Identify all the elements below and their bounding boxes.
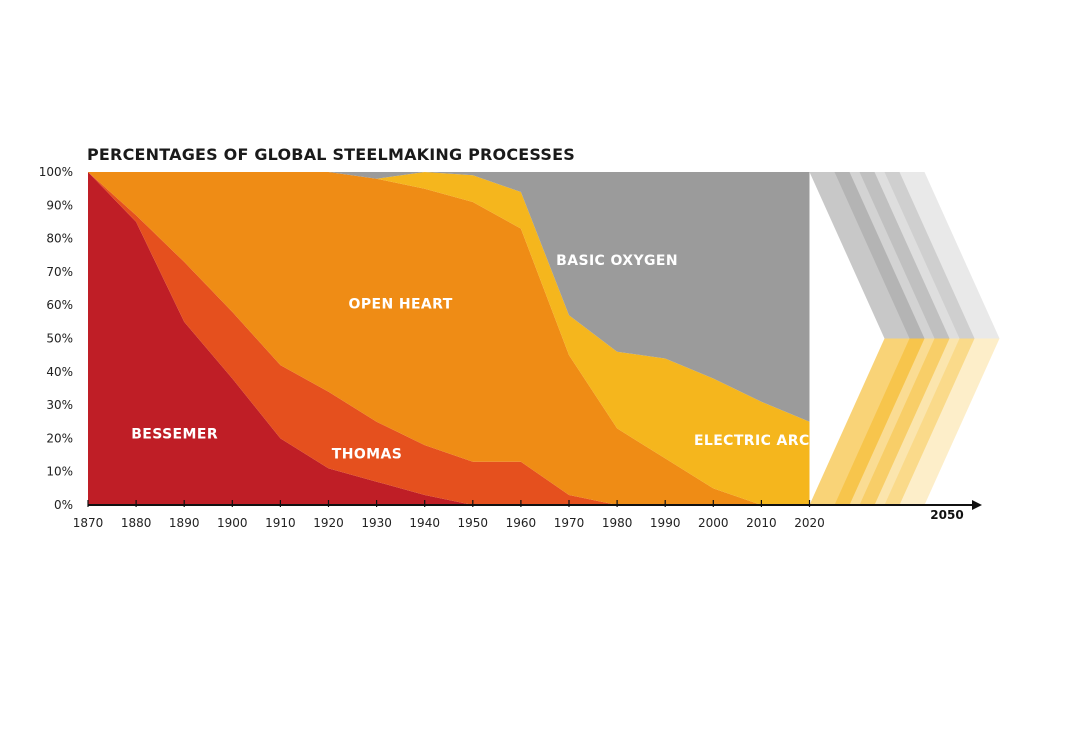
label-basic-oxygen: BASIC OXYGEN: [556, 253, 678, 269]
y-tick-label: 10%: [46, 465, 73, 479]
projection-basic-oxygen-band: [809, 172, 925, 339]
projection-basic-oxygen-band: [884, 172, 1000, 339]
projection-basic-oxygen-band: [859, 172, 975, 339]
y-tick-label: 0%: [54, 498, 73, 512]
projection-chevron-1: [809, 172, 925, 505]
x-axis-arrow: [972, 500, 982, 510]
x-tick-label: 2020: [794, 516, 825, 530]
x-axis-end-label: 2050: [930, 508, 963, 522]
x-tick-label: 1980: [602, 516, 633, 530]
area-electric-arc: [88, 172, 810, 505]
projection-electric-arc-band: [809, 338, 925, 505]
projection-chevrons: [809, 172, 1000, 505]
x-tick-label: 1890: [169, 516, 200, 530]
y-tick-label: 90%: [46, 198, 73, 212]
y-tick-label: 60%: [46, 298, 73, 312]
x-tick-label: 2000: [698, 516, 729, 530]
y-tick-label: 30%: [46, 398, 73, 412]
projection-electric-arc-band: [884, 338, 1000, 505]
x-tick-label: 1880: [121, 516, 152, 530]
x-tick-label: 1960: [506, 516, 537, 530]
y-tick-label: 20%: [46, 431, 73, 445]
x-tick-label: 1870: [73, 516, 104, 530]
y-tick-label: 80%: [46, 232, 73, 246]
y-tick-label: 70%: [46, 265, 73, 279]
x-tick-label: 1990: [650, 516, 681, 530]
x-tick-label: 1970: [554, 516, 585, 530]
label-bessemer: BESSEMER: [131, 426, 218, 442]
y-tick-label: 100%: [39, 165, 73, 179]
area-basic-oxygen: [88, 172, 810, 422]
projection-electric-arc-band: [859, 338, 975, 505]
projection-chevron-3: [859, 172, 975, 505]
x-tick-label: 1940: [409, 516, 440, 530]
area-thomas: [88, 172, 810, 505]
label-electric-arc: ELECTRIC ARC: [694, 433, 810, 449]
y-axis: 0% 10% 20% 30% 40% 50% 60% 70% 80% 90% 100%: [39, 165, 73, 512]
chart-title: PERCENTAGES OF GLOBAL STEELMAKING PROCES…: [87, 145, 575, 164]
x-tick-label: 1910: [265, 516, 296, 530]
area-bessemer: [88, 172, 810, 505]
x-axis: 1870 1880 1890 1900 1910 1920 1930 1940 1950 1960…: [73, 500, 982, 530]
label-open-heart: OPEN HEART: [349, 297, 453, 313]
area-open-heart: [88, 172, 810, 505]
x-tick-label: 2010: [746, 516, 777, 530]
x-tick-label: 1920: [313, 516, 344, 530]
y-tick-label: 50%: [46, 332, 73, 346]
x-tick-label: 1950: [458, 516, 489, 530]
area-series: [88, 172, 810, 505]
x-tick-label: 1900: [217, 516, 248, 530]
label-thomas: THOMAS: [332, 446, 402, 462]
x-tick-label: 1930: [361, 516, 392, 530]
projection-chevron-4: [884, 172, 1000, 505]
y-tick-label: 40%: [46, 365, 73, 379]
series-labels: BESSEMER THOMAS OPEN HEART ELECTRIC ARC BASI…: [131, 253, 809, 462]
